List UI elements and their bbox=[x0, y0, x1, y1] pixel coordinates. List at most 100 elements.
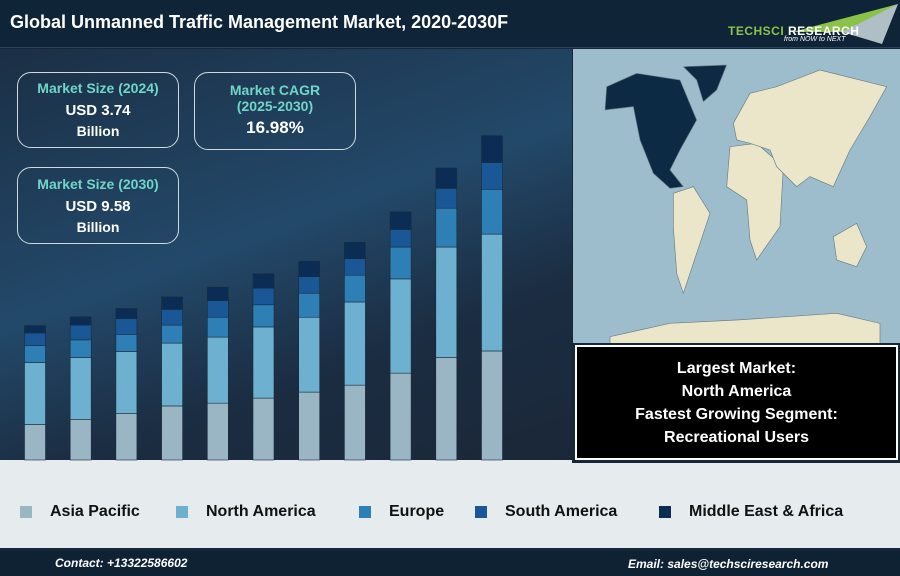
bar-asia-pacific-2030F bbox=[481, 350, 503, 461]
bar-middle-east-africa-2028F bbox=[389, 211, 412, 230]
bar-north-america-2027F bbox=[344, 301, 366, 386]
kpi-unit: Billion bbox=[76, 123, 120, 139]
bar-south-america-2027F bbox=[344, 258, 366, 276]
bar-middle-east-africa-2027F bbox=[344, 242, 366, 259]
kpi-market-size-2030: Market Size (2030) USD 9.58 Billion bbox=[17, 167, 179, 244]
kpi-value: USD 9.58 bbox=[65, 198, 131, 215]
fastest-segment-label: Fastest Growing Segment: bbox=[635, 406, 838, 423]
bar-south-america-2023 bbox=[161, 309, 183, 326]
chart-legend: Asia Pacific North America Europe South … bbox=[0, 463, 900, 548]
bar-middle-east-africa-2021 bbox=[69, 316, 92, 326]
bar-south-america-2022 bbox=[115, 318, 138, 335]
kpi-value: USD 3.74 bbox=[65, 102, 131, 119]
map-eurasia bbox=[732, 69, 888, 188]
map-africa bbox=[726, 142, 784, 261]
bar-middle-east-africa-2025E bbox=[252, 273, 275, 289]
legend-item-south-america: South America bbox=[475, 503, 617, 521]
legend-label: South America bbox=[505, 503, 618, 520]
legend-swatch bbox=[359, 506, 371, 518]
largest-market-value: North America bbox=[681, 383, 792, 400]
bar-middle-east-africa-2023 bbox=[161, 296, 183, 310]
legend-swatch bbox=[176, 506, 188, 518]
bar-europe-2024 bbox=[207, 316, 229, 338]
map-south-america bbox=[673, 186, 711, 295]
bar-asia-pacific-2026F bbox=[298, 391, 321, 461]
logo-swoosh-icon bbox=[792, 4, 898, 44]
bar-europe-2023 bbox=[161, 324, 183, 344]
chart-panel bbox=[0, 49, 572, 463]
legend-swatch bbox=[659, 506, 671, 518]
bar-north-america-2022 bbox=[115, 351, 138, 414]
legend-item-asia-pacific: Asia Pacific bbox=[20, 503, 140, 521]
bar-north-america-2025E bbox=[252, 326, 275, 399]
bar-europe-2026F bbox=[298, 292, 321, 318]
bar-asia-pacific-2025E bbox=[252, 397, 275, 461]
legend-swatch bbox=[475, 506, 487, 518]
legend-label: North America bbox=[206, 503, 316, 520]
bar-north-america-2021 bbox=[69, 357, 92, 420]
legend-label: Asia Pacific bbox=[50, 503, 140, 520]
bar-north-america-2024 bbox=[207, 336, 229, 404]
bar-asia-pacific-2021 bbox=[69, 419, 92, 461]
legend-swatch bbox=[20, 506, 32, 518]
legend-item-north-america: North America bbox=[176, 503, 316, 521]
contact-phone: Contact: +13322586602 bbox=[55, 556, 188, 570]
bar-middle-east-africa-2026F bbox=[298, 261, 321, 277]
map-north-america bbox=[604, 72, 698, 189]
bar-north-america-2029F bbox=[435, 246, 458, 358]
bar-europe-2021 bbox=[69, 339, 92, 358]
map-australia bbox=[832, 222, 868, 268]
header: Global Unmanned Traffic Management Marke… bbox=[0, 0, 900, 48]
page-title: Global Unmanned Traffic Management Marke… bbox=[10, 12, 509, 32]
legend-item-middle-east-africa: Middle East & Africa bbox=[659, 503, 843, 521]
kpi-label: Market Size (2030) bbox=[37, 176, 159, 192]
bar-south-america-2020 bbox=[24, 332, 46, 346]
bar-middle-east-africa-2020 bbox=[24, 325, 46, 334]
footer: Contact: +13322586602 Email: sales@techs… bbox=[0, 551, 900, 576]
bar-north-america-2020 bbox=[24, 362, 46, 425]
bar-europe-2025E bbox=[252, 304, 275, 328]
map-antarctica bbox=[609, 312, 881, 343]
bar-middle-east-africa-2029F bbox=[435, 167, 458, 189]
legend-label: Europe bbox=[389, 503, 445, 520]
kpi-market-size-2024: Market Size (2024) USD 3.74 Billion bbox=[17, 72, 179, 148]
bar-asia-pacific-2023 bbox=[161, 405, 183, 461]
kpi-market-cagr: Market CAGR (2025-2030) 16.98% bbox=[194, 72, 356, 150]
kpi-unit: Billion bbox=[76, 219, 120, 235]
bar-middle-east-africa-2024 bbox=[207, 286, 229, 301]
bar-north-america-2026F bbox=[298, 316, 321, 393]
legend-item-europe: Europe bbox=[359, 503, 444, 521]
bar-south-america-2021 bbox=[69, 324, 92, 341]
largest-market-label: Largest Market: bbox=[676, 360, 797, 377]
bar-south-america-2029F bbox=[435, 188, 458, 209]
logo-text: TECHSCI RESEARCH bbox=[728, 24, 860, 38]
bar-asia-pacific-2022 bbox=[115, 413, 138, 461]
bar-asia-pacific-2029F bbox=[435, 357, 458, 461]
bar-europe-2029F bbox=[435, 207, 458, 248]
logo-tagline: from NOW to NEXT bbox=[784, 36, 846, 43]
bar-south-america-2025E bbox=[252, 287, 275, 306]
bar-north-america-2030F bbox=[481, 233, 503, 352]
world-map bbox=[573, 49, 900, 343]
bar-asia-pacific-2027F bbox=[344, 384, 366, 461]
kpi-label: Market Size (2024) bbox=[37, 80, 159, 96]
bar-europe-2030F bbox=[481, 188, 503, 235]
bar-middle-east-africa-2022 bbox=[115, 308, 138, 319]
techsci-logo: TECHSCI RESEARCH from NOW to NEXT bbox=[722, 2, 900, 46]
bar-europe-2020 bbox=[24, 345, 46, 363]
kpi-period: (2025-2030) bbox=[236, 98, 314, 114]
bar-south-america-2030F bbox=[481, 162, 503, 190]
map-greenland bbox=[682, 64, 728, 103]
bar-europe-2027F bbox=[344, 274, 366, 303]
bar-south-america-2028F bbox=[389, 229, 412, 248]
legend-label: Middle East & Africa bbox=[689, 503, 844, 520]
highlights-box: Largest Market: North America Fastest Gr… bbox=[575, 345, 898, 460]
fastest-segment-value: Recreational Users bbox=[664, 429, 809, 446]
bar-middle-east-africa-2030F bbox=[481, 135, 503, 163]
kpi-label: Market CAGR bbox=[229, 82, 321, 98]
bar-asia-pacific-2024 bbox=[207, 402, 229, 461]
bar-south-america-2026F bbox=[298, 276, 321, 294]
bar-asia-pacific-2028F bbox=[389, 372, 412, 461]
kpi-value: 16.98% bbox=[246, 118, 304, 137]
bar-north-america-2023 bbox=[161, 342, 183, 407]
